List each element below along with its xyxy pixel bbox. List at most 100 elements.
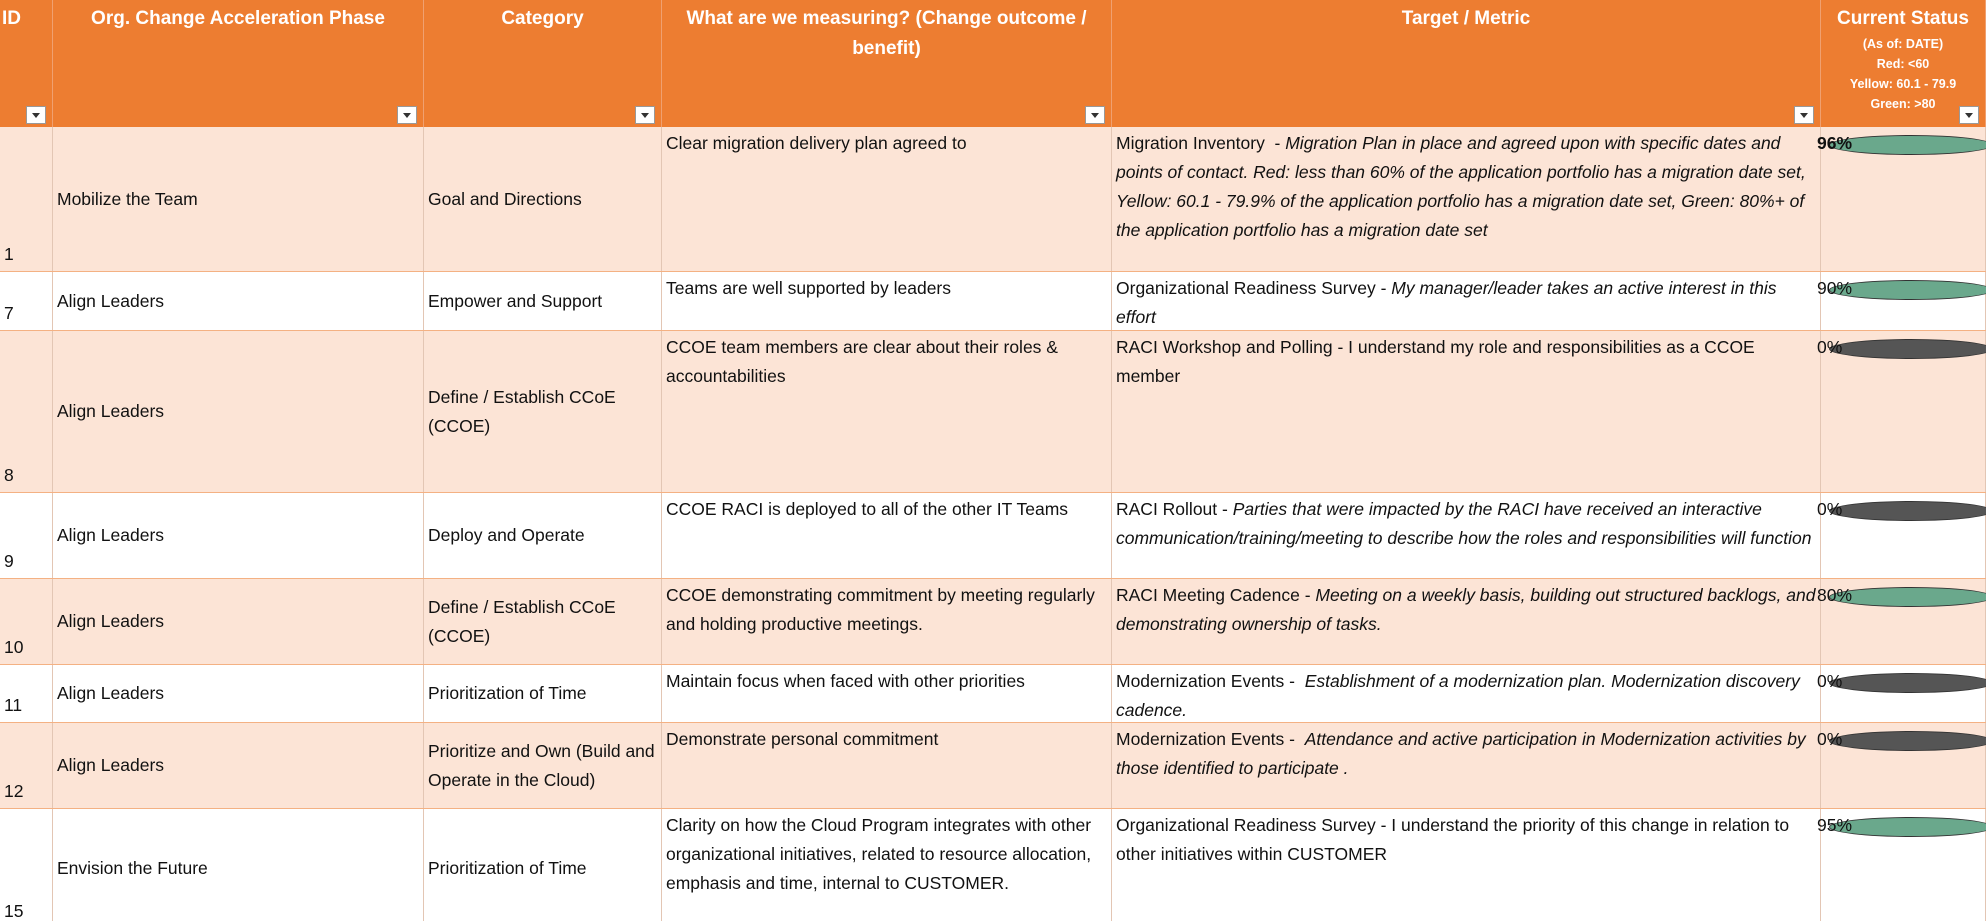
status-value: 95% [1817, 815, 1853, 835]
header-cell: Target / Metric [1112, 0, 1821, 127]
category-text: Define / Establish CCoE (CCOE) [428, 596, 616, 646]
target-cell: Organizational Readiness Survey - I unde… [1112, 809, 1821, 921]
category-cell: Empower and Support [424, 272, 662, 330]
target-run: Modernization Events - [1116, 729, 1305, 749]
phase-cell: Envision the Future [53, 809, 424, 921]
category-text: Prioritization of Time [428, 858, 587, 878]
status-cell: 96% [1817, 127, 1986, 271]
status-value: 90% [1817, 278, 1853, 298]
status-icon [1829, 673, 1986, 693]
table-row: 9 Align Leaders Deploy and Operate CCOE RAC… [0, 493, 1986, 579]
status-cell: 0% [1817, 665, 1986, 722]
target-cell: RACI Meeting Cadence - Meeting on a week… [1112, 579, 1821, 664]
status-icon [1829, 501, 1986, 521]
category-cell: Deploy and Operate [424, 493, 662, 578]
phase-text: Align Leaders [57, 683, 165, 703]
target-run: Meeting on a weekly basis, building out … [1116, 585, 1821, 634]
measure-cell: CCOE demonstrating commitment by meeting… [662, 579, 1112, 664]
target-run: Organizational Readiness Survey - [1116, 278, 1392, 298]
target-text: Modernization Events - Attendance and ac… [1116, 725, 1816, 783]
measure-cell: Clarity on how the Cloud Program integra… [662, 809, 1112, 921]
id-text: 1 [4, 244, 14, 264]
category-cell: Goal and Directions [424, 127, 662, 271]
filter-button[interactable] [397, 106, 417, 124]
header-label: Category [501, 8, 584, 29]
target-run: Migration Plan in place and agreed upon … [1116, 133, 1811, 240]
status-value: 0% [1817, 499, 1843, 519]
category-cell: Define / Establish CCoE (CCOE) [424, 579, 662, 664]
filter-button[interactable] [1085, 106, 1105, 124]
target-text: Organizational Readiness Survey - My man… [1116, 274, 1816, 332]
id-text: 15 [4, 901, 24, 921]
measure-text: Clarity on how the Cloud Program integra… [666, 815, 1092, 893]
status-icon [1829, 587, 1986, 607]
target-text: RACI Rollout - Parties that were impacte… [1116, 495, 1816, 553]
target-text: RACI Workshop and Polling - I understand… [1116, 333, 1816, 391]
table-row: 7 Align Leaders Empower and Support Teams a… [0, 272, 1986, 331]
category-cell: Prioritization of Time [424, 665, 662, 722]
status-value: 96% [1817, 133, 1853, 153]
filter-button[interactable] [1794, 106, 1814, 124]
status-cell: 90% [1817, 272, 1986, 330]
category-cell: Prioritize and Own (Build and Operate in… [424, 723, 662, 808]
target-run: RACI Workshop and Polling - I understand… [1116, 337, 1760, 386]
id-cell: 7 [0, 272, 53, 330]
target-run: Parties that were impacted by the RACI h… [1116, 499, 1812, 548]
id-text: 11 [4, 695, 23, 715]
phase-text: Align Leaders [57, 611, 165, 631]
table-row: 8 Align Leaders Define / Establish CCoE (C… [0, 331, 1986, 493]
category-text: Define / Establish CCoE (CCOE) [428, 386, 616, 436]
header-label: Org. Change Acceleration Phase [91, 8, 385, 29]
id-text: 10 [4, 637, 24, 657]
phase-cell: Align Leaders [53, 331, 424, 492]
target-run: Migration Inventory - [1116, 133, 1286, 153]
target-cell: Modernization Events - Attendance and ac… [1112, 723, 1821, 808]
table-row: 10 Align Leaders Define / Establish CCoE (… [0, 579, 1986, 665]
status-icon [1829, 731, 1986, 751]
phase-text: Envision the Future [57, 858, 208, 878]
phase-cell: Align Leaders [53, 723, 424, 808]
status-icon [1829, 135, 1986, 155]
target-cell: RACI Workshop and Polling - I understand… [1112, 331, 1821, 492]
category-cell: Define / Establish CCoE (CCOE) [424, 331, 662, 492]
id-text: 9 [4, 551, 14, 571]
target-text: RACI Meeting Cadence - Meeting on a week… [1116, 581, 1816, 639]
header-cell: Org. Change Acceleration Phase [53, 0, 424, 127]
category-text: Deploy and Operate [428, 525, 585, 545]
status-notes: (As of: DATE) Red: <60 Yellow: 60.1 - 79.9… [1825, 34, 1981, 114]
header-cell: Current Status (As of: DATE) Red: <60 Yello… [1821, 0, 1986, 127]
category-text: Prioritization of Time [428, 683, 587, 703]
header-cell: What are we measuring? (Change outcome /… [662, 0, 1112, 127]
status-cell: 0% [1817, 331, 1986, 492]
filter-button[interactable] [26, 106, 46, 124]
target-text: Modernization Events - Establishment of … [1116, 667, 1816, 725]
target-run: Modernization Events - [1116, 671, 1305, 691]
target-text: Migration Inventory - Migration Plan in … [1116, 129, 1816, 245]
target-cell: RACI Rollout - Parties that were impacte… [1112, 493, 1821, 578]
measure-text: CCOE team members are clear about their … [666, 337, 1058, 386]
filter-button[interactable] [635, 106, 655, 124]
phase-text: Align Leaders [57, 401, 165, 421]
target-run: Establishment of a modernization plan. M… [1116, 671, 1805, 720]
target-cell: Organizational Readiness Survey - My man… [1112, 272, 1821, 330]
header-label: What are we measuring? (Change outcome /… [686, 8, 1087, 59]
status-icon [1829, 817, 1986, 837]
id-text: 8 [4, 465, 14, 485]
status-note: (As of: DATE) [1862, 37, 1944, 51]
filter-button[interactable] [1959, 106, 1979, 124]
measure-cell: Teams are well supported by leaders [662, 272, 1112, 330]
status-note: Green: >80 [1870, 97, 1936, 111]
table-row: 12 Align Leaders Prioritize and Own (Build… [0, 723, 1986, 809]
measure-cell: Demonstrate personal commitment [662, 723, 1112, 808]
status-value: 80% [1817, 585, 1853, 605]
header-label: ID [2, 8, 21, 29]
target-run: My manager/leader takes an active intere… [1116, 278, 1782, 327]
measure-text: Clear migration delivery plan agreed to [666, 133, 967, 153]
id-cell: 12 [0, 723, 53, 808]
table-row: 11 Align Leaders Prioritization of Time Mai… [0, 665, 1986, 723]
id-cell: 8 [0, 331, 53, 492]
phase-text: Mobilize the Team [57, 188, 198, 209]
phase-cell: Mobilize the Team [53, 127, 424, 271]
header-cell: ID [0, 0, 53, 127]
